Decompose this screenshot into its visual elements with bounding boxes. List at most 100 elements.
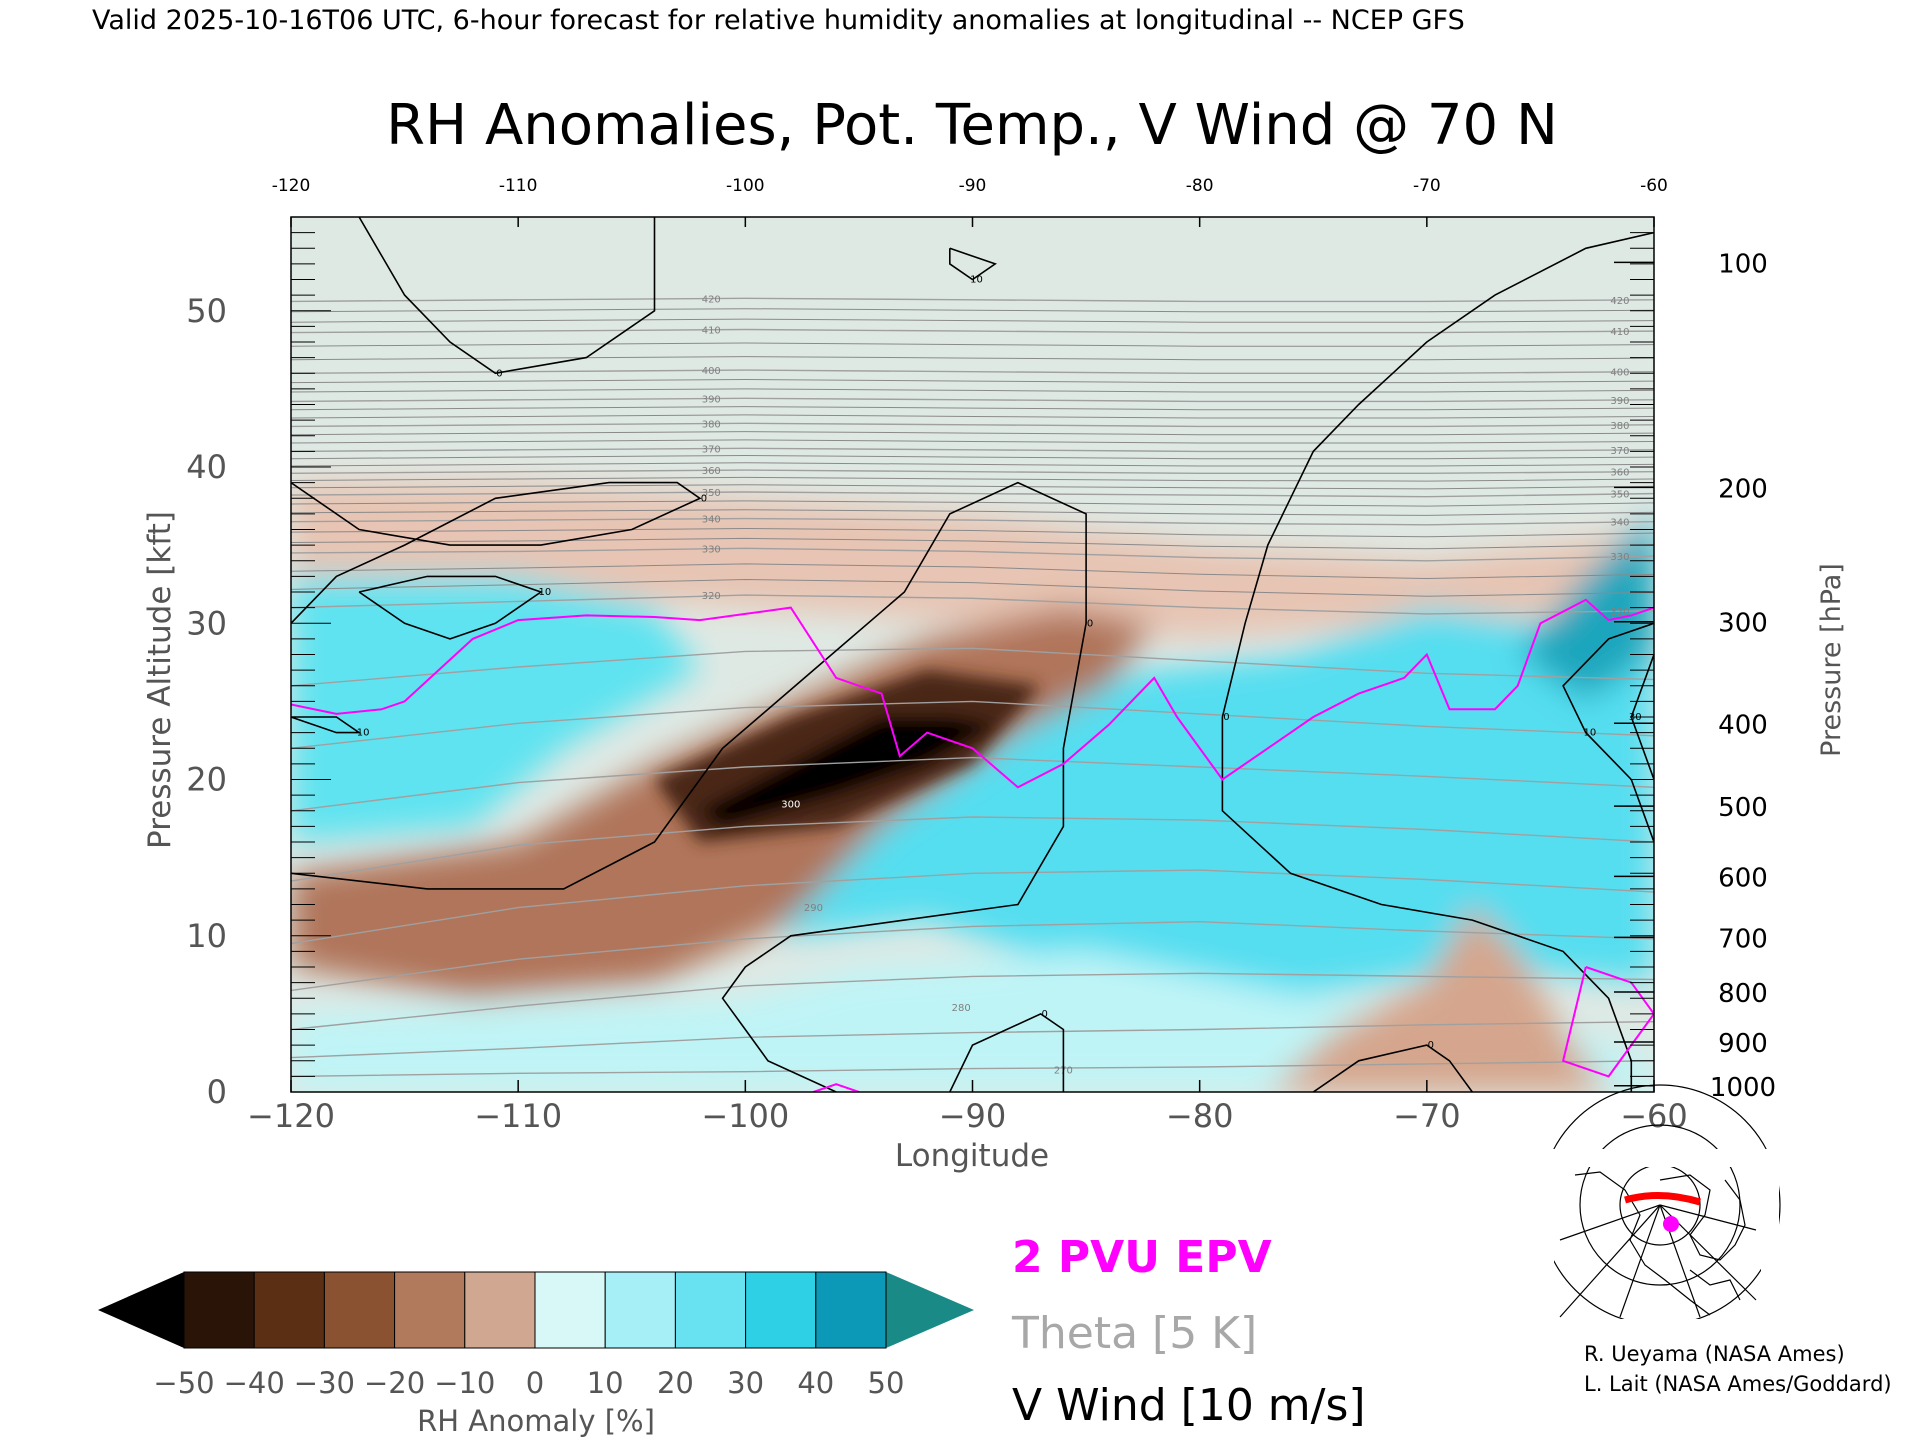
colorbar-cell [464,1271,536,1349]
colorbar-tick-label: 40 [797,1366,834,1400]
top-tick-label: -70 [1413,176,1441,196]
right-minor-ticks [1630,232,1654,1093]
theta-contour-minor [291,563,1654,580]
theta-contour-270 [291,1060,1654,1078]
theta-contour-minor [291,476,1654,482]
locator-map-frame [1560,1165,1756,1317]
theta-contour-295 [291,816,1654,882]
map-coastline [1574,1171,1746,1316]
vwind-contour-label: 10 [1583,728,1596,739]
colorbar-tick-label: −40 [224,1366,285,1400]
colorbar-label: RH Anomaly [%] [417,1404,655,1438]
theta-contour-minor [291,406,1654,411]
vwind-contour-10 [291,716,362,734]
theta-label: 330 [1610,552,1629,563]
theta-contour-320 [291,594,1654,615]
legend-theta: Theta [5 K] [1011,1308,1257,1359]
theta-label: 300 [781,800,800,811]
x-tick-label: −110 [474,1097,562,1135]
theta-label: 370 [702,444,721,455]
legend: 2 PVU EPV Theta [5 K] V Wind [10 m/s] [1011,1232,1366,1431]
theta-contour-400 [291,369,1654,374]
top-tick-label: -90 [959,176,987,196]
theta-contour-minor [291,500,1654,507]
y-tick-label: 50 [186,292,227,330]
theta-contour-minor [291,439,1654,444]
p-tick-label: 300 [1718,609,1768,639]
y-axis-label: Pressure Altitude [kft] [142,511,178,849]
theta-label: 350 [1610,490,1629,501]
pressure-axis-ticks: 100 200 300 400 500 600 700 800 900 1000 [1614,249,1776,1103]
theta-contour-minor [291,484,1654,490]
colorbar-cell [815,1271,887,1349]
x-tick-label: −80 [1166,1097,1234,1135]
rh-region-black-core [699,717,996,827]
theta-label: 420 [1610,296,1629,307]
x-tick-label: −120 [247,1097,335,1135]
map-latitude-track [1624,1191,1702,1206]
theta-contour-420 [291,297,1654,303]
colorbar-tick-label: −10 [434,1366,495,1400]
theta-contour-minor [291,509,1654,516]
plot-area: 320 320 330 330 340 340 350 350 360 360 370 370 380 3… [186,176,1776,1135]
colorbar-under-arrow [98,1272,184,1348]
p-tick-label: 400 [1718,710,1768,740]
vwind-contour-10 [948,247,997,281]
theta-contour-330 [291,547,1654,562]
colorbar-cells [183,1271,887,1349]
theta-label: 390 [1610,396,1629,407]
colorbar-cell [534,1271,606,1349]
theta-label: 370 [1610,446,1629,457]
theta-contour-300 [291,756,1654,812]
vwind-contour-0 [1221,231,1654,1092]
colorbar-cell [323,1271,396,1349]
p-tick-label: 700 [1718,924,1768,954]
theta-label: 330 [702,544,721,555]
colorbar-cell [604,1271,676,1349]
vwind-contour-label: 10 [539,587,552,598]
theta-contour-minor [291,414,1654,419]
epv-2pvu-line-surface-mid [813,1083,860,1092]
rh-anomaly-field: 320 320 330 330 340 340 350 350 360 360 370 370 380 3… [291,217,1654,1092]
theta-contour-280 [291,972,1654,1031]
legend-vwind: V Wind [10 m/s] [1012,1380,1366,1431]
colorbar-cell [394,1271,466,1349]
chart-title: RH Anomalies, Pot. Temp., V Wind @ 70 N [386,93,1558,158]
vwind-contour-10 [358,575,543,640]
vwind-contour-0 [291,481,702,624]
theta-label: 380 [1610,421,1629,432]
vwind-contour-10 [1562,622,1654,843]
rh-region-moist-east [745,607,1654,999]
theta-contour-minor [291,527,1654,538]
theta-label: 360 [1610,468,1629,479]
vwind-contours: 0 0 0 0 10 10 10 0 10 300 [291,217,1654,1092]
theta-contour-285 [291,920,1654,992]
vwind-contour-label: 10 [970,275,983,286]
rh-anomaly-core [654,670,1041,842]
map-clip-frame [1536,1149,1779,1337]
colorbar-tick-label: 30 [727,1366,764,1400]
colorbar-tick-label: 0 [526,1366,544,1400]
rh-region-moist-northeast [1517,513,1654,702]
theta-contour-340 [291,517,1654,526]
theta-contour-380 [291,422,1654,428]
theta-contour-minor [291,342,1654,347]
colorbar-over-arrow [886,1272,974,1348]
theta-contour-minor [291,308,1654,313]
rh-region-dry-band-upper [291,482,1654,639]
p-tick-label: 900 [1718,1029,1768,1059]
theta-contour-350 [291,491,1654,498]
x-tick-label: −70 [1393,1097,1461,1135]
theta-contour-305 [291,700,1654,749]
x-axis-label: Longitude [895,1138,1049,1174]
colorbar-ticks: −50 −40 −30 −20 −10 0 10 20 30 40 50 [153,1366,904,1400]
y-axis-ticks: 0 10 20 30 40 50 [186,292,227,1111]
theta-contour-360 [291,469,1654,474]
colorbar-cell [253,1271,325,1349]
y-tick-label: 0 [207,1073,227,1111]
vwind-contour-label: 10 [357,728,370,739]
theta-contours: 320 320 330 330 340 340 350 350 360 360 370 370 380 3… [291,294,1654,1078]
map-meridian-1 [1559,1204,1661,1318]
p-tick-label: 100 [1718,249,1768,279]
